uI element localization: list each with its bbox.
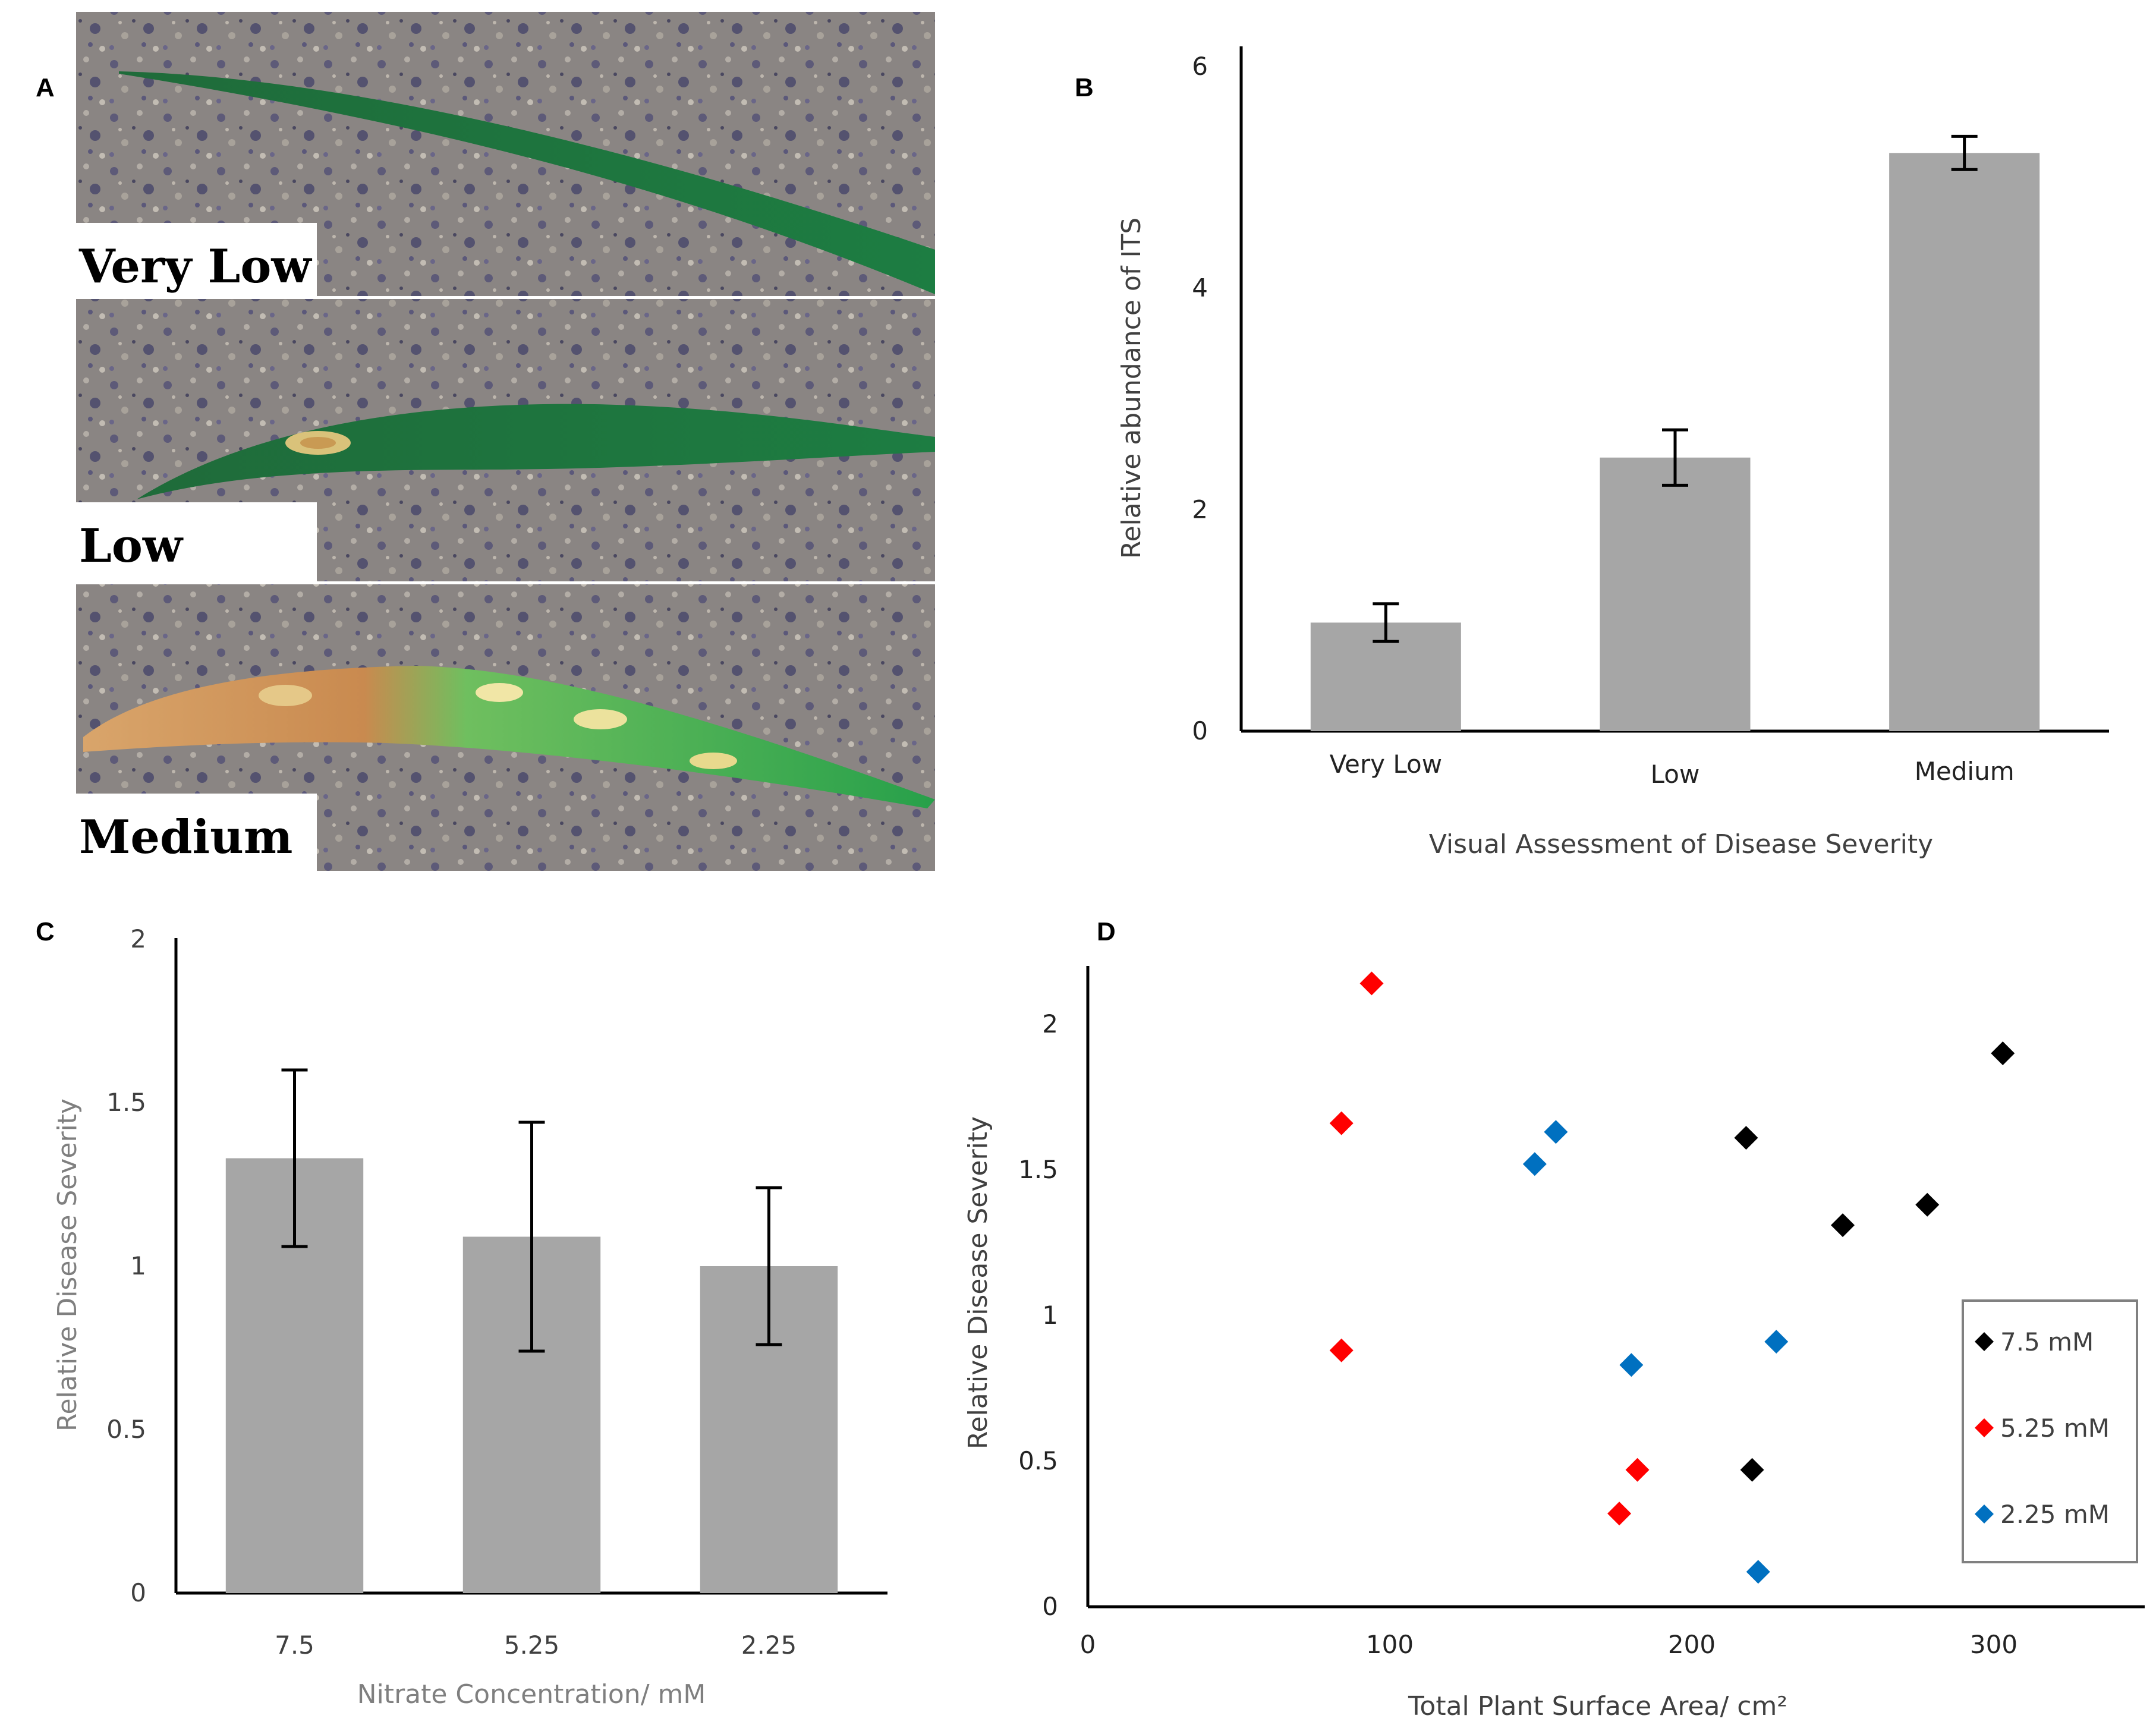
- panel-a-photos: Very Low Low Medium: [76, 12, 935, 871]
- y-tick-label-2: 2: [130, 924, 146, 953]
- d-x-title: Total Plant Surface Area/ cm²: [1408, 1691, 1787, 1721]
- panel-label-d: D: [1097, 917, 1116, 946]
- point-7-5-mm-1: [1734, 1126, 1758, 1150]
- point-5-25-mm-1: [1359, 971, 1384, 996]
- photo-very-low: Very Low: [76, 12, 935, 296]
- x-tick-label-very-low: Very Low: [1330, 750, 1443, 779]
- y-tick-label-2: 2: [1192, 495, 1208, 524]
- x-tick-label-5-25: 5.25: [504, 1631, 560, 1660]
- point-7-5-mm-4: [1991, 1041, 2015, 1065]
- d-legend-box: [1962, 1299, 2138, 1563]
- point-2-25-mm-4: [1764, 1330, 1789, 1354]
- legend-label-2-25-mm: 2.25 mM: [2000, 1500, 2110, 1529]
- y-tick-label-0: 0: [1192, 716, 1208, 745]
- photo-medium: Medium: [76, 584, 935, 871]
- b-y-title: Relative abundance of ITS: [1116, 218, 1147, 559]
- legend-label-5-25-mm: 5.25 mM: [2000, 1414, 2110, 1443]
- chart-c: Nitrate Concentration/ mM Relative Disea…: [52, 924, 887, 1710]
- c-x-title: Nitrate Concentration/ mM: [357, 1679, 706, 1710]
- panel-label-b: B: [1075, 73, 1094, 102]
- point-7-5-mm-5: [1740, 1458, 1764, 1482]
- photo-label-medium: Medium: [79, 810, 292, 864]
- point-2-25-mm-5: [1746, 1560, 1770, 1584]
- x-tick-label-200: 200: [1668, 1630, 1716, 1659]
- legend-marker-5-25-mm: [1975, 1418, 1994, 1437]
- point-5-25-mm-4: [1625, 1458, 1650, 1482]
- point-5-25-mm-2: [1329, 1111, 1354, 1135]
- x-tick-label-100: 100: [1366, 1630, 1414, 1659]
- y-tick-label-1-5: 1.5: [1018, 1155, 1058, 1184]
- x-tick-label-2-25: 2.25: [741, 1631, 797, 1660]
- y-tick-label-0-5: 0.5: [1018, 1446, 1058, 1475]
- point-2-25-mm-2: [1522, 1152, 1547, 1176]
- d-y-title: Relative Disease Severity: [963, 1116, 993, 1449]
- b-x-title: Visual Assessment of Disease Severity: [1429, 829, 1933, 860]
- panel-label-a: A: [36, 73, 55, 102]
- x-tick-label-medium: Medium: [1915, 757, 2015, 786]
- point-7-5-mm-3: [1915, 1192, 1940, 1217]
- c-y-title: Relative Disease Severity: [52, 1099, 83, 1431]
- legend-marker-7-5-mm: [1975, 1332, 1994, 1351]
- photo-label-very-low: Very Low: [78, 240, 312, 294]
- photo-low: Low: [76, 299, 935, 581]
- point-5-25-mm-5: [1607, 1502, 1632, 1526]
- y-tick-label-0: 0: [1042, 1592, 1058, 1621]
- panel-label-c: C: [36, 917, 55, 946]
- bar-low: [1600, 457, 1751, 731]
- y-tick-label-0-5: 0.5: [106, 1415, 146, 1444]
- leaf-low: [137, 404, 935, 499]
- point-2-25-mm-1: [1544, 1120, 1568, 1144]
- x-tick-label-300: 300: [1970, 1630, 2017, 1659]
- y-tick-label-1: 1: [1042, 1301, 1058, 1330]
- chart-b: Visual Assessment of Disease Severity Re…: [1116, 46, 2109, 860]
- y-tick-label-4: 4: [1192, 273, 1208, 303]
- point-5-25-mm-3: [1329, 1338, 1354, 1362]
- legend-label-7-5-mm: 7.5 mM: [2000, 1327, 2094, 1356]
- bar-medium: [1889, 153, 2040, 732]
- y-tick-label-6: 6: [1192, 52, 1208, 81]
- y-tick-label-0: 0: [130, 1578, 146, 1607]
- x-tick-label-low: Low: [1651, 760, 1700, 789]
- point-2-25-mm-3: [1619, 1353, 1644, 1377]
- legend-marker-2-25-mm: [1975, 1504, 1994, 1524]
- y-tick-label-1-5: 1.5: [106, 1088, 146, 1117]
- x-tick-label-0: 0: [1080, 1630, 1096, 1659]
- x-tick-label-7-5: 7.5: [275, 1631, 314, 1660]
- chart-d: Total Plant Surface Area/ cm² Relative D…: [963, 966, 2145, 1721]
- y-tick-label-2: 2: [1042, 1009, 1058, 1038]
- point-7-5-mm-2: [1831, 1213, 1855, 1238]
- d-legend: 7.5 mM 5.25 mM 2.25 mM: [1962, 1299, 2138, 1563]
- photo-label-low: Low: [79, 519, 184, 573]
- y-tick-label-1: 1: [130, 1251, 146, 1280]
